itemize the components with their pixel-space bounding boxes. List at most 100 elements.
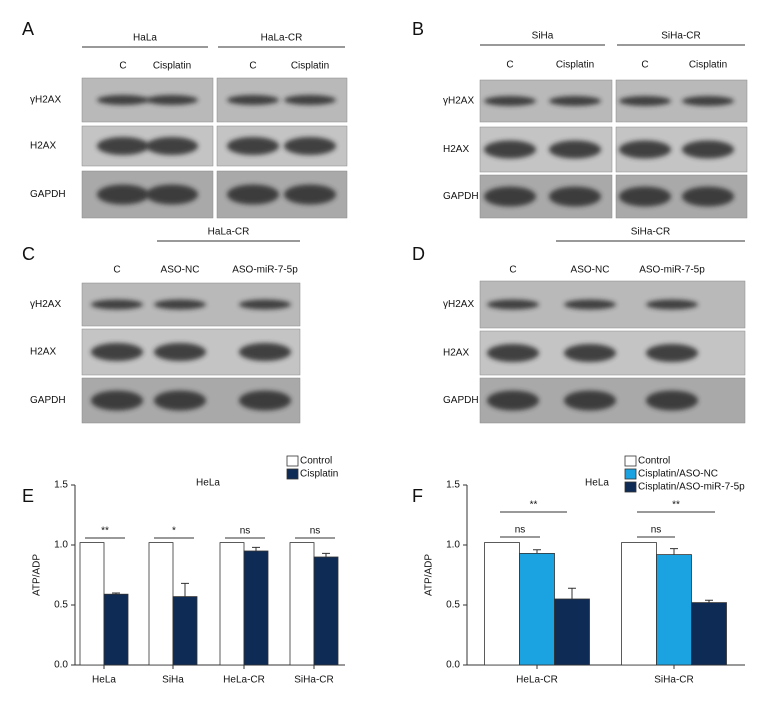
error-bar bbox=[533, 549, 541, 554]
bar bbox=[484, 542, 520, 666]
y-axis-label: ATP/ADP bbox=[32, 554, 43, 596]
blot-band bbox=[619, 140, 671, 159]
blot-band bbox=[682, 140, 734, 159]
legend-label: Cisplatin bbox=[300, 469, 338, 480]
significance-label: ns bbox=[515, 525, 526, 536]
y-tick-label: 0.5 bbox=[54, 600, 68, 611]
bar bbox=[103, 593, 129, 666]
legend-swatch bbox=[286, 455, 299, 467]
chart-title: HeLa bbox=[585, 478, 609, 489]
column-label: Cisplatin bbox=[153, 61, 191, 72]
column-label: ASO-miR-7-5p bbox=[232, 265, 298, 276]
bar bbox=[656, 554, 692, 666]
x-tick-label: HeLa-CR bbox=[223, 675, 265, 686]
group-label: HaLa-CR bbox=[261, 33, 303, 44]
row-label: H2AX bbox=[443, 144, 469, 155]
y-axis-label: ATP/ADP bbox=[424, 554, 435, 596]
significance-label: * bbox=[172, 526, 176, 537]
blot-band bbox=[227, 95, 279, 105]
group-label: SiHa bbox=[532, 31, 554, 42]
column-label: C bbox=[509, 265, 516, 276]
column-label: C bbox=[249, 61, 256, 72]
error-bar bbox=[568, 587, 576, 599]
error-bar bbox=[705, 599, 713, 603]
panel-label: D bbox=[412, 244, 425, 264]
blot-band bbox=[284, 95, 336, 105]
blot-band bbox=[682, 96, 734, 106]
panel-label: F bbox=[412, 486, 423, 506]
blot-band bbox=[484, 96, 536, 106]
bar bbox=[79, 542, 105, 666]
blot-band bbox=[97, 137, 149, 155]
y-tick-label: 0.0 bbox=[446, 660, 460, 671]
blot-band bbox=[154, 343, 206, 361]
y-tick-label: 0.5 bbox=[446, 600, 460, 611]
error-bar bbox=[181, 582, 189, 597]
legend-label: Cisplatin/ASO-miR-7-5p bbox=[638, 482, 745, 493]
column-label: Cisplatin bbox=[291, 61, 329, 72]
legend-swatch bbox=[624, 455, 637, 467]
blot-band bbox=[154, 390, 206, 411]
row-label: γH2AX bbox=[30, 299, 61, 310]
bar bbox=[691, 602, 727, 666]
column-label: ASO-miR-7-5p bbox=[639, 265, 705, 276]
legend-label: Cisplatin/ASO-NC bbox=[638, 469, 718, 480]
blot-band bbox=[239, 343, 291, 361]
y-tick-label: 1.0 bbox=[54, 540, 68, 551]
error-bar bbox=[322, 552, 330, 557]
blot-band bbox=[146, 137, 198, 155]
bar bbox=[519, 553, 555, 666]
x-tick-label: SiHa-CR bbox=[654, 675, 693, 686]
row-label: GAPDH bbox=[30, 189, 66, 200]
blot-band bbox=[487, 390, 539, 411]
x-tick-label: SiHa bbox=[162, 675, 184, 686]
blot-band bbox=[549, 140, 601, 159]
panel-label: E bbox=[22, 486, 34, 506]
row-label: GAPDH bbox=[443, 191, 479, 202]
panel-label: B bbox=[412, 19, 424, 39]
blot-band bbox=[97, 95, 149, 105]
group-label: SiHa-CR bbox=[661, 31, 700, 42]
bar bbox=[148, 542, 174, 666]
blot-band bbox=[619, 96, 671, 106]
row-label: GAPDH bbox=[443, 395, 479, 406]
blot-band bbox=[239, 390, 291, 411]
bar bbox=[219, 542, 245, 666]
legend-swatch bbox=[624, 468, 637, 480]
blot-band bbox=[646, 390, 698, 411]
blot-band bbox=[619, 186, 671, 207]
blot-band bbox=[549, 186, 601, 207]
row-label: γH2AX bbox=[30, 95, 61, 106]
bar bbox=[313, 556, 339, 666]
y-tick-label: 0.0 bbox=[54, 660, 68, 671]
y-tick-label: 1.5 bbox=[54, 480, 68, 491]
row-label: γH2AX bbox=[443, 299, 474, 310]
blot-band bbox=[564, 344, 616, 362]
blot-band bbox=[646, 299, 698, 310]
panel-label: C bbox=[22, 244, 35, 264]
blot-band bbox=[564, 390, 616, 411]
significance-label: ** bbox=[672, 500, 680, 511]
blot-band bbox=[487, 344, 539, 362]
blot-band bbox=[227, 184, 279, 205]
blot-band bbox=[682, 186, 734, 207]
group-label: HaLa bbox=[133, 33, 157, 44]
blot-band bbox=[227, 137, 279, 155]
row-label: γH2AX bbox=[443, 96, 474, 107]
legend-label: Control bbox=[300, 456, 332, 467]
group-label: HaLa-CR bbox=[208, 227, 250, 238]
blot-band bbox=[91, 343, 143, 361]
x-tick-label: HeLa bbox=[92, 675, 116, 686]
chart-title: HeLa bbox=[196, 478, 220, 489]
blot-band bbox=[146, 184, 198, 205]
column-label: Cisplatin bbox=[556, 60, 594, 71]
blot-band bbox=[487, 299, 539, 310]
blot-band bbox=[239, 299, 291, 310]
row-label: H2AX bbox=[30, 347, 56, 358]
legend-swatch bbox=[286, 468, 299, 480]
column-label: C bbox=[119, 61, 126, 72]
row-label: H2AX bbox=[30, 141, 56, 152]
blot-band bbox=[284, 137, 336, 155]
bar bbox=[621, 542, 657, 666]
